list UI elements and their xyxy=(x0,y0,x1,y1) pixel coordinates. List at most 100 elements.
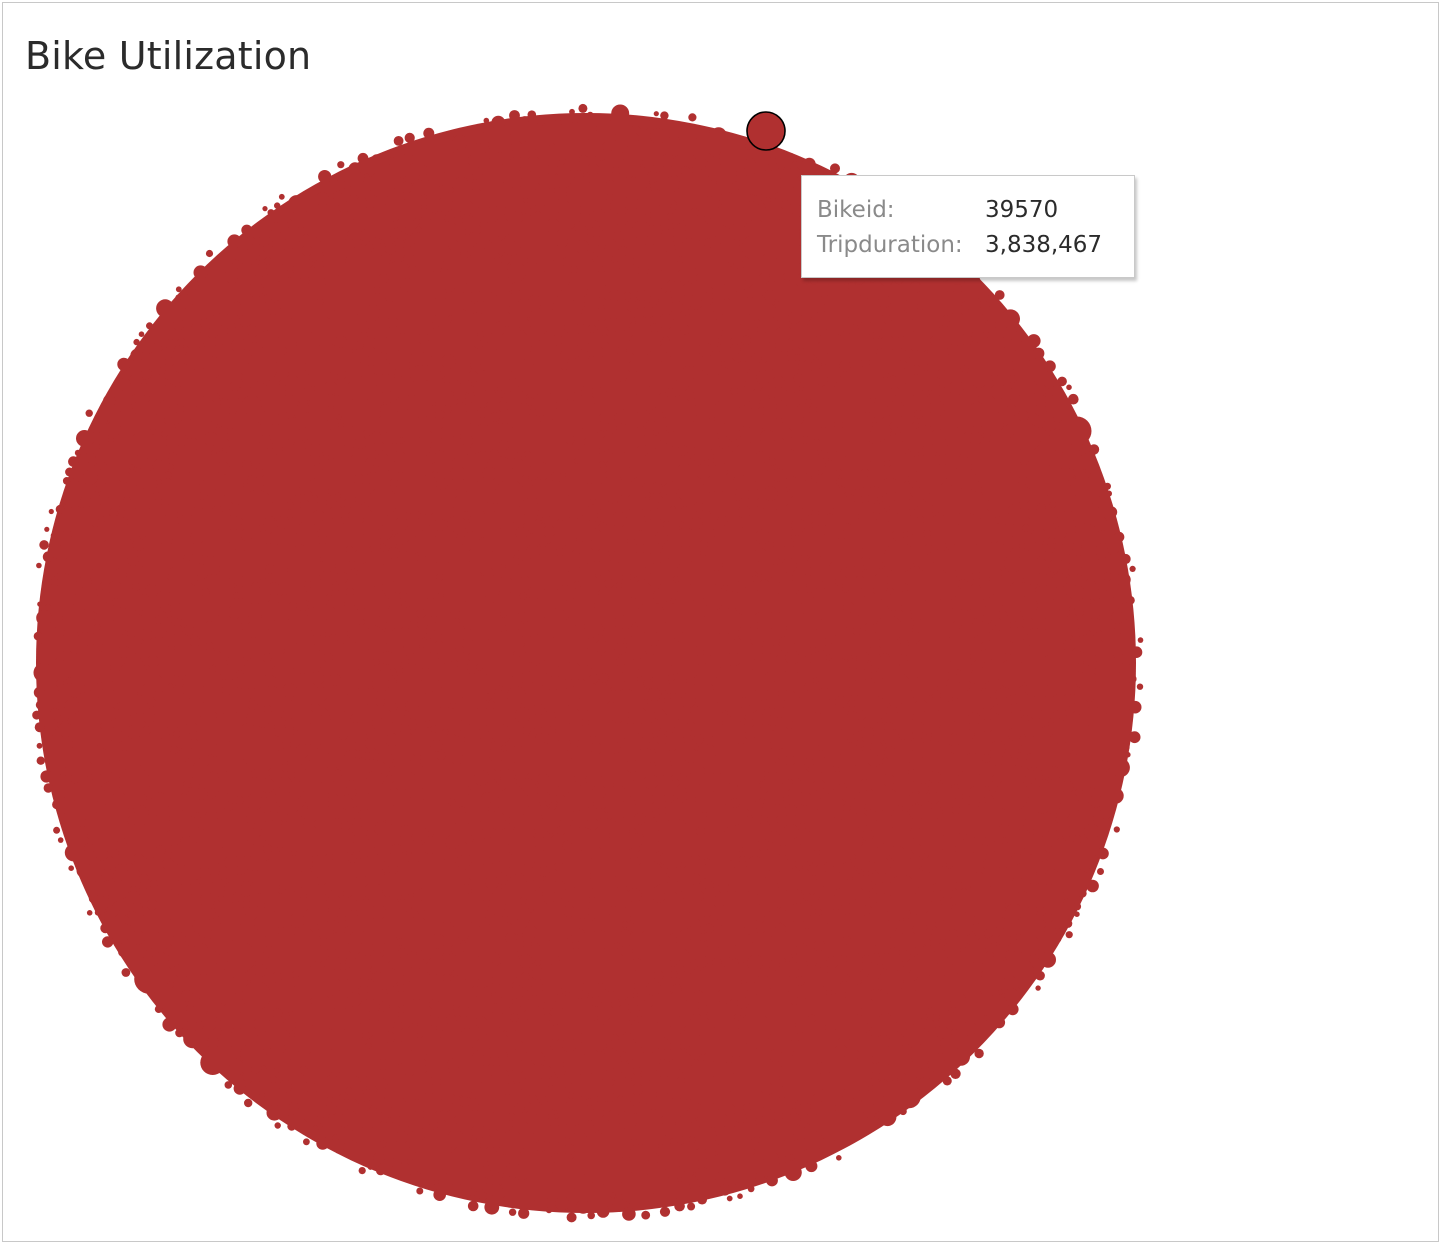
bubble[interactable] xyxy=(597,913,614,931)
bubble[interactable] xyxy=(167,683,174,690)
bubble[interactable] xyxy=(484,1110,495,1121)
bubble[interactable] xyxy=(536,323,548,334)
bubble[interactable] xyxy=(100,923,111,934)
bubble[interactable] xyxy=(633,476,645,488)
bubble[interactable] xyxy=(879,335,896,352)
bubble[interactable] xyxy=(951,805,961,815)
bubble[interactable] xyxy=(903,710,914,722)
bubble[interactable] xyxy=(799,993,806,1000)
bubble[interactable] xyxy=(122,630,129,637)
bubble[interactable] xyxy=(1040,951,1056,968)
bubble[interactable] xyxy=(889,421,898,431)
bubble[interactable] xyxy=(216,461,230,475)
bubble[interactable] xyxy=(813,701,825,714)
bubble[interactable] xyxy=(676,223,687,234)
bubble[interactable] xyxy=(588,1132,599,1143)
bubble[interactable] xyxy=(231,417,263,449)
bubble[interactable] xyxy=(161,478,189,506)
bubble[interactable] xyxy=(802,157,816,171)
bubble[interactable] xyxy=(197,677,205,685)
bubble[interactable] xyxy=(91,518,100,528)
bubble[interactable] xyxy=(665,351,672,358)
bubble[interactable] xyxy=(260,630,277,648)
bubble[interactable] xyxy=(650,811,658,818)
bubble[interactable] xyxy=(136,462,143,469)
bubble[interactable] xyxy=(930,504,940,514)
bubble[interactable] xyxy=(784,476,799,490)
bubble[interactable] xyxy=(744,934,754,945)
bubble[interactable] xyxy=(414,528,424,538)
bubble[interactable] xyxy=(372,717,385,730)
bubble[interactable] xyxy=(335,179,346,191)
bubble[interactable] xyxy=(666,865,679,879)
bubble[interactable] xyxy=(812,1093,823,1104)
bubble[interactable] xyxy=(508,1208,517,1216)
bubble[interactable] xyxy=(486,533,506,553)
bubble[interactable] xyxy=(590,225,603,238)
bubble[interactable] xyxy=(374,1077,388,1091)
bubble[interactable] xyxy=(241,489,273,521)
bubble[interactable] xyxy=(137,805,147,815)
bubble[interactable] xyxy=(671,474,679,481)
bubble[interactable] xyxy=(475,930,494,949)
bubble[interactable] xyxy=(691,853,700,863)
bubble[interactable] xyxy=(119,606,126,614)
bubble[interactable] xyxy=(854,488,862,496)
bubble[interactable] xyxy=(146,931,165,950)
bubble[interactable] xyxy=(982,858,995,871)
bubble[interactable] xyxy=(440,1069,450,1080)
bubble[interactable] xyxy=(159,400,171,411)
bubble[interactable] xyxy=(370,966,377,974)
bubble[interactable] xyxy=(471,395,483,407)
bubble[interactable] xyxy=(606,682,613,689)
bubble[interactable] xyxy=(913,471,925,483)
bubble[interactable] xyxy=(686,676,697,687)
bubble[interactable] xyxy=(1009,621,1018,630)
bubble[interactable] xyxy=(489,1183,503,1198)
bubble[interactable] xyxy=(971,923,983,935)
bubble[interactable] xyxy=(292,779,300,788)
bubble[interactable] xyxy=(730,1089,736,1096)
bubble[interactable] xyxy=(1073,698,1079,705)
bubble[interactable] xyxy=(372,939,386,953)
bubble[interactable] xyxy=(614,746,621,753)
bubble[interactable] xyxy=(606,1042,614,1050)
bubble[interactable] xyxy=(901,805,910,813)
bubble[interactable] xyxy=(975,1008,986,1019)
bubble[interactable] xyxy=(775,312,784,321)
bubble[interactable] xyxy=(775,974,794,993)
bubble[interactable] xyxy=(634,860,664,889)
bubble[interactable] xyxy=(385,430,394,438)
bubble[interactable] xyxy=(882,835,893,846)
bubble[interactable] xyxy=(598,461,606,468)
bubble[interactable] xyxy=(990,621,996,628)
bubble[interactable] xyxy=(263,652,272,662)
bubble[interactable] xyxy=(768,319,780,331)
bubble[interactable] xyxy=(108,581,123,596)
bubble[interactable] xyxy=(182,691,191,700)
bubble[interactable] xyxy=(561,1037,577,1053)
bubble[interactable] xyxy=(845,494,856,505)
bubble[interactable] xyxy=(656,733,668,745)
bubble[interactable] xyxy=(1035,970,1045,981)
bubble[interactable] xyxy=(1009,976,1015,982)
bubble[interactable] xyxy=(417,698,427,709)
bubble[interactable] xyxy=(572,355,592,374)
bubble[interactable] xyxy=(36,742,43,749)
bubble[interactable] xyxy=(496,901,507,912)
bubble[interactable] xyxy=(1028,546,1041,560)
bubble[interactable] xyxy=(594,307,609,321)
bubble[interactable] xyxy=(236,262,256,282)
bubble[interactable] xyxy=(1054,730,1068,745)
bubble[interactable] xyxy=(952,284,963,294)
bubble[interactable] xyxy=(993,419,1004,431)
bubble[interactable] xyxy=(862,870,870,878)
bubble[interactable] xyxy=(248,282,264,298)
bubble[interactable] xyxy=(1128,700,1142,714)
bubble[interactable] xyxy=(665,1128,676,1139)
bubble[interactable] xyxy=(1114,531,1125,543)
bubble[interactable] xyxy=(519,592,527,600)
bubble[interactable] xyxy=(985,950,994,960)
bubble[interactable] xyxy=(491,115,506,130)
bubble[interactable] xyxy=(534,519,542,526)
